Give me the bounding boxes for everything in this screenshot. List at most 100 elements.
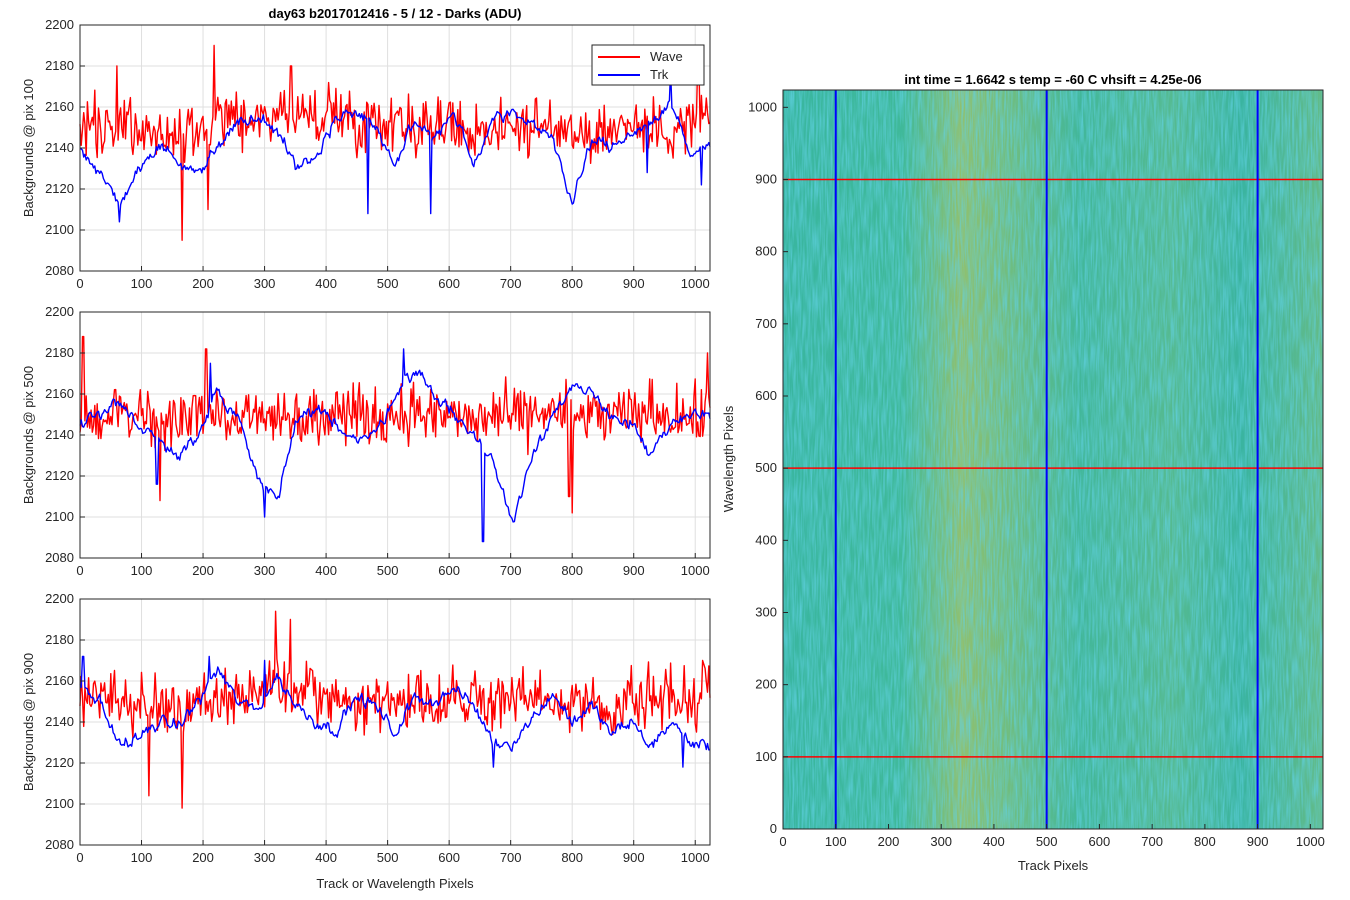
x-tick-label: 500 [377, 276, 399, 291]
y-tick-label: 400 [755, 532, 777, 547]
y-tick-label: 2100 [45, 796, 74, 811]
x-tick-label: 1000 [681, 563, 710, 578]
x-tick-label: 400 [983, 834, 1005, 849]
x-tick-label: 400 [315, 563, 337, 578]
x-tick-label: 100 [131, 563, 153, 578]
x-tick-label: 0 [76, 850, 83, 865]
panel-title: day63 b2017012416 - 5 / 12 - Darks (ADU) [269, 6, 522, 21]
x-tick-label: 200 [192, 563, 214, 578]
x-tick-label: 900 [623, 276, 645, 291]
grid [79, 24, 710, 272]
y-tick-label: 2100 [45, 222, 74, 237]
series-line-trk [79, 348, 711, 543]
x-tick-label: 100 [131, 276, 153, 291]
y-tick-label: 2160 [45, 386, 74, 401]
y-tick-label: 2080 [45, 550, 74, 565]
y-tick-label: 900 [755, 171, 777, 186]
series-group [79, 610, 711, 809]
x-tick-label: 0 [779, 834, 786, 849]
y-tick-label: 2180 [45, 632, 74, 647]
x-tick-label: 600 [438, 850, 460, 865]
x-tick-label: 600 [438, 563, 460, 578]
y-tick-label: 2140 [45, 714, 74, 729]
x-tick-label: 600 [1089, 834, 1111, 849]
tick-labels: 0 100 200 300 400 500 600 700 800 900 1000 2080 2100… [45, 304, 710, 578]
x-tick-label: 500 [377, 563, 399, 578]
y-axis-label: Backgrounds @ pix 100 [21, 79, 36, 217]
heatmap-vertical-lines [834, 90, 1259, 829]
x-tick-label: 700 [500, 850, 522, 865]
x-tick-label: 100 [825, 834, 847, 849]
tick-labels: 0 100 200 300 400 500 600 700 800 900 1000 0 100 200 3… [748, 99, 1325, 849]
x-tick-label: 800 [561, 850, 583, 865]
y-tick-label: 800 [755, 244, 777, 259]
y-axis-label: Backgrounds @ pix 900 [21, 653, 36, 791]
x-tick-label: 400 [315, 276, 337, 291]
x-tick-label: 300 [254, 850, 276, 865]
x-tick-label: 500 [1036, 834, 1058, 849]
y-tick-label: 0 [770, 821, 777, 836]
x-tick-label: 800 [1194, 834, 1216, 849]
series-line-wave [79, 335, 711, 514]
x-tick-label: 700 [1141, 834, 1163, 849]
y-tick-label: 600 [755, 388, 777, 403]
x-tick-label: 800 [561, 563, 583, 578]
y-tick-label: 100 [755, 749, 777, 764]
series-line-trk [79, 69, 711, 223]
series-group [79, 44, 711, 242]
x-tick-label: 1000 [1296, 834, 1325, 849]
x-tick-label: 100 [131, 850, 153, 865]
x-tick-label: 900 [623, 850, 645, 865]
y-axis-label: Backgrounds @ pix 500 [21, 366, 36, 504]
x-tick-label: 200 [878, 834, 900, 849]
y-tick-label: 2160 [45, 99, 74, 114]
y-tick-label: 2120 [45, 181, 74, 196]
series-group [79, 335, 711, 543]
y-tick-label: 2160 [45, 673, 74, 688]
line-panel-pix-100: 0 100 200 300 400 500 600 700 800 900 1000 2080 2100… [21, 6, 711, 291]
y-tick-label: 2200 [45, 17, 74, 32]
x-tick-label: 300 [930, 834, 952, 849]
line-panel-pix-900: 0 100 200 300 400 500 600 700 800 900 1000 2080 2100… [21, 591, 711, 891]
x-tick-label: 900 [1247, 834, 1269, 849]
y-tick-label: 200 [755, 677, 777, 692]
y-tick-label: 2180 [45, 345, 74, 360]
tick-labels: 0 100 200 300 400 500 600 700 800 900 1000 2080 2100… [45, 17, 710, 291]
heatmap-title: int time = 1.6642 s temp = -60 C vhsift … [904, 72, 1201, 87]
x-tick-label: 200 [192, 276, 214, 291]
y-axis-label: Wavelength Pixels [721, 405, 736, 512]
axes-frame [782, 89, 1324, 830]
x-tick-label: 600 [438, 276, 460, 291]
x-tick-label: 800 [561, 276, 583, 291]
heatmap-panel: 0 100 200 300 400 500 600 700 800 900 1000 0 100 200 3… [721, 72, 1325, 873]
y-tick-label: 2120 [45, 468, 74, 483]
heatmap-texture [783, 90, 1323, 829]
x-tick-label: 700 [500, 276, 522, 291]
y-tick-label: 2100 [45, 509, 74, 524]
heatmap-horizontal-lines [783, 178, 1323, 758]
y-tick-label: 500 [755, 460, 777, 475]
legend-box [591, 44, 705, 86]
y-tick-label: 700 [755, 316, 777, 331]
y-tick-label: 2120 [45, 755, 74, 770]
y-tick-label: 2080 [45, 263, 74, 278]
series-line-trk [79, 655, 711, 768]
y-tick-label: 300 [755, 604, 777, 619]
tick-labels: 0 100 200 300 400 500 600 700 800 900 1000 2080 2100… [45, 591, 710, 865]
x-tick-label: 1000 [681, 276, 710, 291]
x-tick-label: 400 [315, 850, 337, 865]
y-tick-label: 2140 [45, 140, 74, 155]
y-tick-label: 1000 [748, 99, 777, 114]
y-tick-label: 2180 [45, 58, 74, 73]
y-tick-label: 2140 [45, 427, 74, 442]
x-tick-label: 0 [76, 276, 83, 291]
x-tick-label: 900 [623, 563, 645, 578]
legend-label-wave: Wave [650, 49, 683, 64]
x-tick-label: 1000 [681, 850, 710, 865]
x-tick-label: 200 [192, 850, 214, 865]
y-tick-label: 2200 [45, 591, 74, 606]
x-tick-label: 0 [76, 563, 83, 578]
x-tick-label: 300 [254, 563, 276, 578]
x-tick-label: 700 [500, 563, 522, 578]
